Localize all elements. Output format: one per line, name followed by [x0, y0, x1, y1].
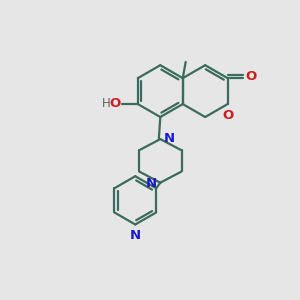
Text: H: H [102, 97, 111, 110]
Text: N: N [146, 177, 157, 190]
Text: O: O [109, 97, 120, 110]
Text: N: N [130, 229, 141, 242]
Text: O: O [222, 110, 233, 122]
Text: O: O [245, 70, 256, 83]
Text: N: N [164, 132, 175, 145]
